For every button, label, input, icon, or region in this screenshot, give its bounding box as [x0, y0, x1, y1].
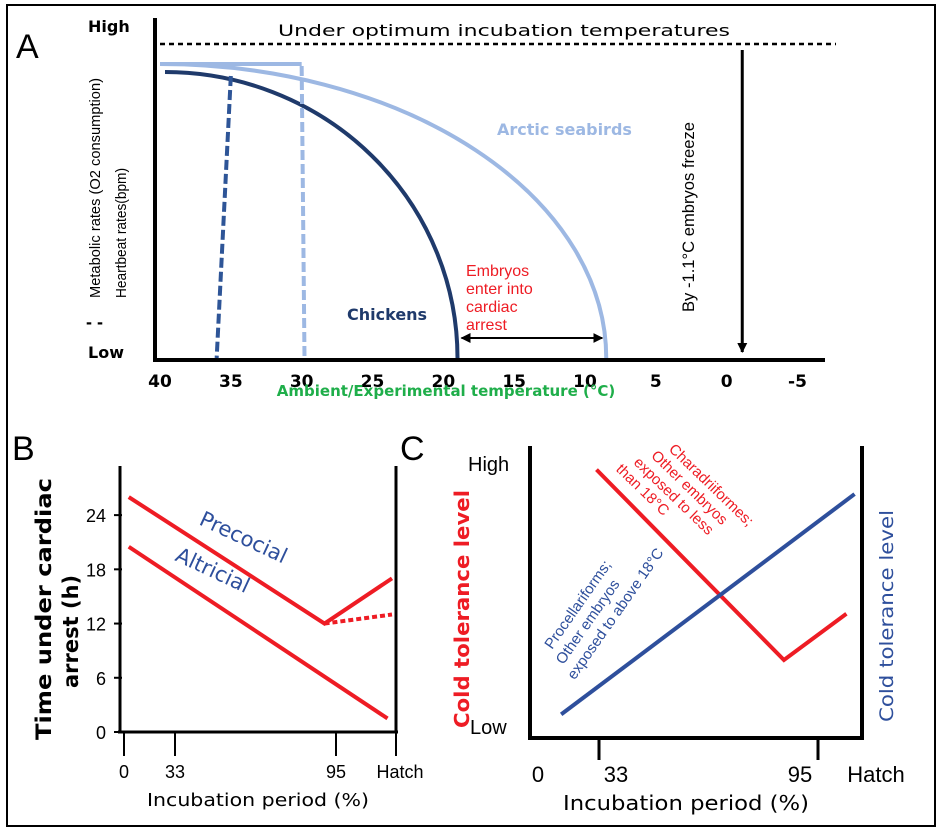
dashed-vertical-chickens — [217, 76, 231, 358]
panel-b-y-tick-label: 6 — [96, 669, 106, 689]
blue-group-label: Procellariforms; Other embryos exposed t… — [534, 524, 667, 682]
panel-a-x-tick-label: -5 — [788, 372, 807, 392]
panel-b-y-tick-label: 24 — [86, 506, 106, 526]
panel-a-letter: A — [16, 28, 39, 66]
panel-b-ylabel-line1: Time under cardiac — [32, 478, 56, 740]
series-line-altricial — [129, 547, 388, 719]
panel-a-ylabel-line1: Metabolic rates (O2 consumption) — [87, 78, 104, 298]
panel-a-x-tick-label: 0 — [721, 372, 733, 392]
panel-b-letter: B — [12, 430, 35, 468]
panel-c-x-tick-label: Hatch — [847, 762, 904, 787]
panel-a-x-tick-label: 5 — [650, 372, 662, 392]
panel-c-ylabel-left: Cold tolerance level — [450, 490, 474, 728]
panel-c-ylabel-right: Cold tolerance level — [876, 510, 898, 722]
panel-a-ylabel-line2: Heartbeat rates(bpm) — [113, 168, 130, 298]
panel-c-x-tick-label: 95 — [788, 762, 812, 787]
panel-a-x-tick-label: 35 — [219, 372, 243, 392]
panel-b-xlabel: Incubation period (%) — [147, 790, 369, 811]
freeze-label: By -1.1°C embryos freeze — [679, 122, 698, 312]
panel-b-x-tick-label: 95 — [326, 762, 346, 782]
panel-b-y-tick-label: 0 — [96, 723, 106, 743]
panel-c-ticks: 0 33 95 Hatch — [532, 738, 905, 787]
arrest-label-line: arrest — [466, 317, 507, 334]
optimum-label: Under optimum incubation temperatures — [278, 21, 730, 40]
panel-c-letter: C — [400, 430, 425, 468]
figure: A High Low Metabolic rates (O2 consumpti… — [0, 0, 944, 833]
panel-b-ylabel-line2: arrest (h) — [59, 575, 83, 688]
panel-a-y-high: High — [88, 17, 130, 36]
panel-a-x-tick-label: 40 — [148, 372, 172, 392]
arrest-label-line: cardiac — [466, 299, 518, 316]
arrest-label: Embryos enter into cardiac arrest — [466, 263, 533, 334]
arrest-label-line: Embryos — [466, 263, 529, 280]
panel-b-x-tick-label: 33 — [165, 762, 185, 782]
series-line-precocial — [129, 497, 392, 624]
panel-a-xlabel: Ambient/Experimental temperature (°C) — [277, 382, 615, 400]
panel-c-y-low: Low — [470, 717, 507, 739]
panel-c-x-tick-label: 33 — [604, 762, 628, 787]
panel-c: C High Low Cold tolerance level Cold tol… — [400, 424, 905, 815]
panel-a: A High Low Metabolic rates (O2 consumpti… — [16, 17, 836, 400]
panel-b-y-tick-label: 12 — [86, 615, 106, 635]
panel-c-xlabel: Incubation period (%) — [563, 791, 809, 815]
panel-b-y-tick-label: 18 — [86, 560, 106, 580]
panel-a-ylabel-markers: - - — [86, 312, 103, 332]
panel-b-x-tick-label: Hatch — [376, 762, 423, 782]
red-group-label: Charadriiformes; Other embryos exposed t… — [613, 424, 757, 567]
panel-b-lines — [129, 497, 392, 718]
panel-b-x-tick-label: 0 — [119, 762, 129, 782]
panel-b: B Time under cardiac arrest (h) 0 6 12 18 24… — [12, 430, 424, 811]
dashed-vertical-arctic — [302, 66, 305, 358]
panel-c-x-tick-label: 0 — [532, 762, 544, 787]
arrest-label-line: enter into — [466, 281, 533, 298]
panel-a-y-low: Low — [88, 343, 124, 362]
panel-c-y-high: High — [468, 454, 509, 476]
arctic-seabirds-label: Arctic seabirds — [497, 120, 632, 139]
chickens-label: Chickens — [347, 305, 427, 324]
